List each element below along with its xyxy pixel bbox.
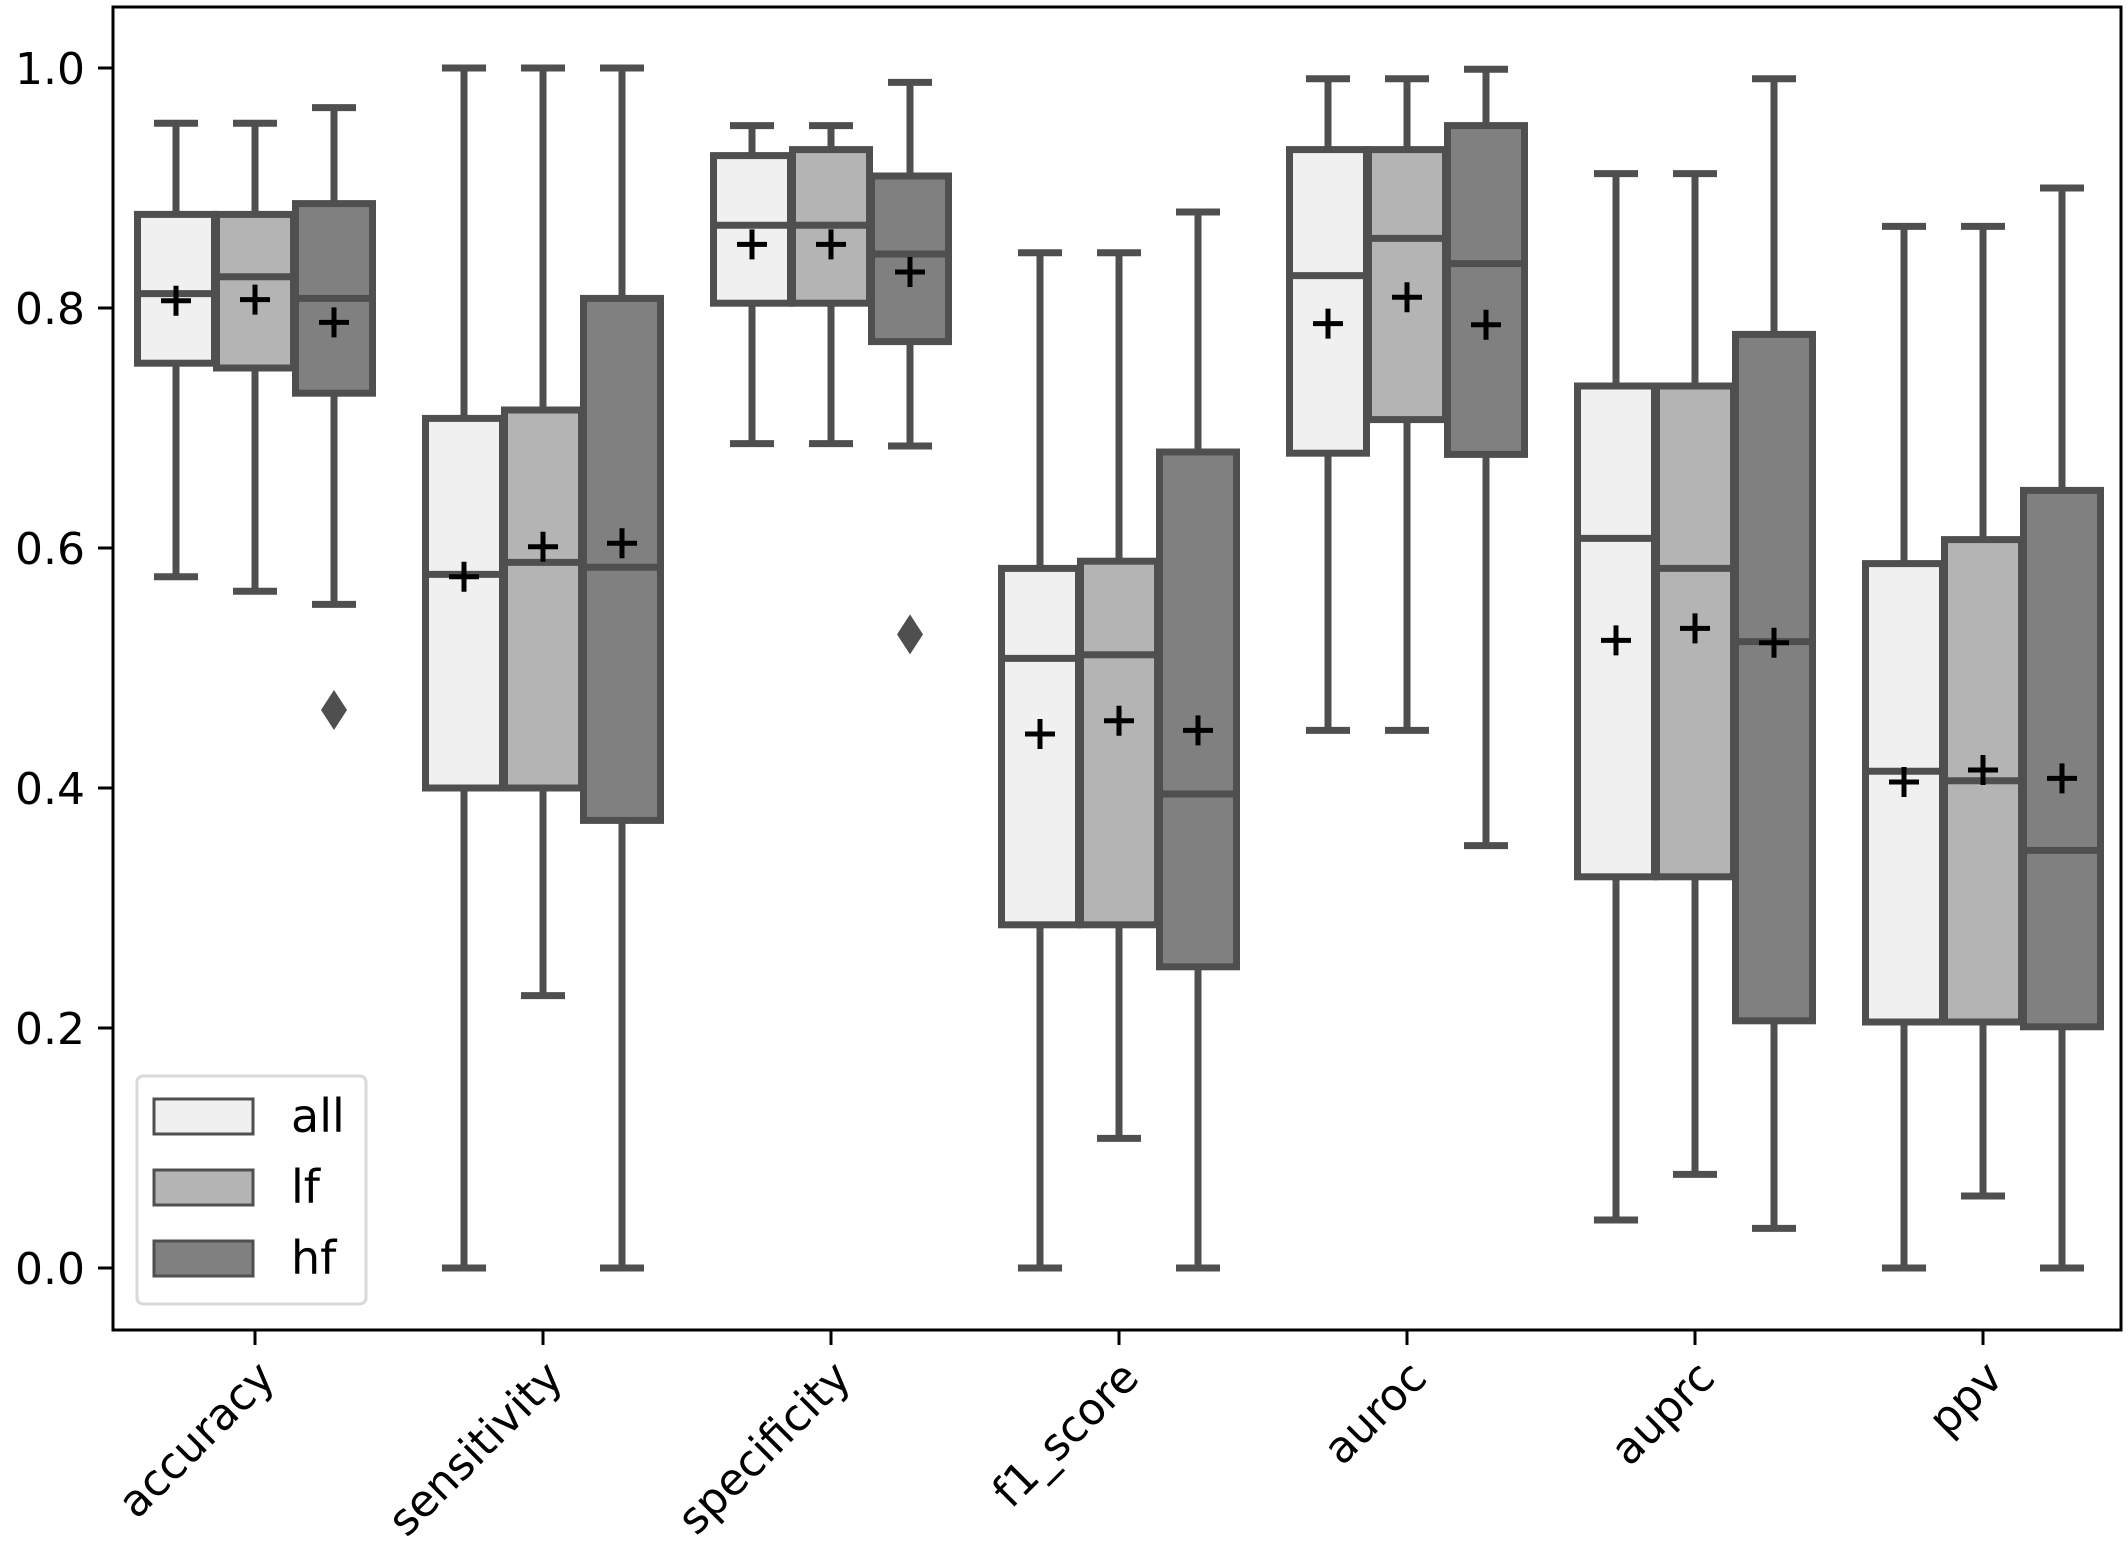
box-all-accuracy xyxy=(134,119,218,581)
x-tick-label-specificity: specificity xyxy=(668,1352,861,1545)
series-hf xyxy=(292,64,2104,1272)
y-tick-label: 0.2 xyxy=(15,1004,85,1055)
legend-label-hf: hf xyxy=(291,1231,338,1285)
iqr-box xyxy=(1732,330,1816,1025)
mean-marker xyxy=(449,561,479,592)
mean-marker xyxy=(895,257,925,287)
legend-swatch-hf xyxy=(152,1239,255,1278)
mean-marker xyxy=(816,229,846,260)
box-hf-specificity xyxy=(868,78,952,655)
legend-label-lf: lf xyxy=(291,1160,322,1214)
iqr-box xyxy=(1286,146,1370,457)
mean-marker xyxy=(1759,627,1789,658)
box-hf-auroc xyxy=(1444,65,1528,850)
mean-marker xyxy=(1471,309,1501,340)
y-tick-label: 0.4 xyxy=(15,764,85,815)
iqr-box xyxy=(1156,448,1240,971)
legend-label-all: all xyxy=(291,1089,345,1143)
plot-area xyxy=(134,64,2104,1272)
iqr-box xyxy=(422,414,506,792)
x-tick-label-ppv: ppv xyxy=(1919,1352,2013,1446)
box-all-ppv xyxy=(1862,222,1946,1272)
box-all-auprc xyxy=(1574,170,1658,1224)
axes-frame xyxy=(111,5,2123,1332)
mean-marker xyxy=(240,284,270,315)
y-tick-label: 0.0 xyxy=(15,1244,85,1295)
box-hf-f1-score xyxy=(1156,208,1240,1272)
legend: all lf hf xyxy=(135,1074,368,1306)
legend-swatch-lf xyxy=(152,1168,255,1207)
box-lf-auroc xyxy=(1365,75,1449,734)
x-tick-label-f1-score: f1_score xyxy=(983,1352,1149,1518)
box-lf-ppv xyxy=(1941,222,2025,1200)
box-lf-sensitivity xyxy=(501,64,585,1000)
mean-marker xyxy=(161,285,191,316)
mean-marker xyxy=(1680,613,1710,644)
box-hf-auprc xyxy=(1732,75,1816,1232)
mean-marker xyxy=(1601,625,1631,656)
iqr-box xyxy=(1444,122,1528,458)
box-lf-specificity xyxy=(789,122,873,448)
box-lf-f1-score xyxy=(1077,249,1161,1142)
y-tick-label: 0.8 xyxy=(15,284,85,335)
box-all-sensitivity xyxy=(422,64,506,1272)
outlier-marker xyxy=(897,614,923,655)
x-tick-label-auroc: auroc xyxy=(1314,1352,1437,1475)
mean-marker xyxy=(2047,763,2077,794)
box-hf-accuracy xyxy=(292,104,376,730)
mean-marker xyxy=(1392,282,1422,313)
x-tick-label-accuracy: accuracy xyxy=(108,1352,284,1528)
box-all-specificity xyxy=(710,122,794,448)
box-hf-sensitivity xyxy=(580,64,664,1272)
box-all-f1-score xyxy=(998,249,1082,1272)
iqr-box xyxy=(580,294,664,824)
box-all-auroc xyxy=(1286,75,1370,734)
iqr-box xyxy=(1077,557,1161,929)
x-axis: accuracy sensitivity specificity f1_score au… xyxy=(108,1330,2013,1546)
x-tick-label-sensitivity: sensitivity xyxy=(378,1352,572,1546)
outlier-marker xyxy=(321,690,347,730)
y-axis: 0.0 0.2 0.4 0.6 0.8 1.0 xyxy=(15,44,113,1295)
mean-marker xyxy=(1183,715,1213,746)
y-tick-label: 0.6 xyxy=(15,524,85,575)
iqr-box xyxy=(501,406,585,792)
box-lf-auprc xyxy=(1653,170,1737,1178)
legend-swatch-all xyxy=(152,1097,255,1136)
box-lf-accuracy xyxy=(213,119,297,595)
iqr-box xyxy=(2020,486,2104,1031)
mean-marker xyxy=(607,528,637,559)
series-all xyxy=(134,64,1946,1272)
mean-marker xyxy=(1025,719,1055,749)
x-tick-label-auprc: auprc xyxy=(1601,1352,1725,1476)
mean-marker xyxy=(528,531,558,562)
mean-marker xyxy=(319,307,349,338)
mean-marker xyxy=(1104,705,1134,736)
mean-marker xyxy=(1889,767,1919,797)
mean-marker xyxy=(1968,755,1998,785)
mean-marker xyxy=(737,229,767,260)
mean-marker xyxy=(1313,308,1343,339)
y-tick-label: 1.0 xyxy=(15,44,85,95)
iqr-box xyxy=(868,172,952,346)
box-hf-ppv xyxy=(2020,184,2104,1272)
